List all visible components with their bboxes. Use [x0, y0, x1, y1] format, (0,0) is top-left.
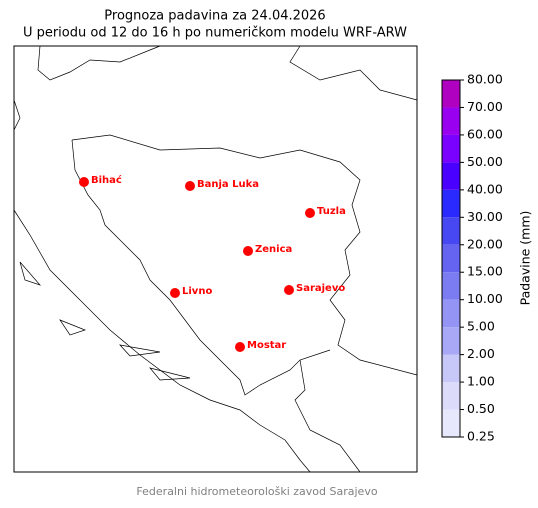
map [13, 45, 418, 473]
colorbar-segment [442, 244, 460, 273]
colorbar: 0.25 0.50 1.00 2.00 5.00 10.00 15.00 20.00 30.00… [441, 72, 503, 444]
colorbar-tick-label: 15.00 [467, 264, 503, 279]
colorbar-tick-label: 20.00 [467, 236, 503, 251]
colorbar-tick-label: 0.25 [467, 429, 495, 444]
city-marker [284, 285, 294, 295]
colorbar-tick-label: 40.00 [467, 181, 503, 196]
city-label: Banja Luka [197, 179, 259, 190]
city-marker [305, 208, 315, 218]
colorbar-segment [442, 107, 460, 135]
city-layer: Bihać Banja Luka Tuzla Zenica Livno Sarajevo M… [79, 174, 346, 352]
city-marker [235, 342, 245, 352]
city-label: Mostar [247, 340, 286, 351]
colorbar-segment [442, 299, 460, 328]
colorbar-segment [442, 272, 460, 300]
colorbar-segment [442, 217, 460, 245]
colorbar-tick-label: 2.00 [467, 346, 495, 361]
colorbar-tick-label: 80.00 [467, 72, 503, 87]
city-marker [243, 246, 253, 256]
city-label: Sarajevo [296, 283, 345, 294]
colorbar-tick-label: 30.00 [467, 209, 503, 224]
colorbar-tick-label: 0.50 [467, 401, 495, 416]
city-label: Livno [182, 286, 212, 297]
title: Prognoza padavina za 24.04.2026 [104, 9, 325, 24]
colorbar-tick-label: 10.00 [467, 291, 503, 306]
city-label: Bihać [91, 174, 122, 186]
colorbar-frame [441, 79, 461, 438]
colorbar-segment [442, 382, 460, 410]
colorbar-tick-label: 60.00 [467, 126, 503, 141]
colorbar-tick-label: 5.00 [467, 319, 495, 334]
colorbar-tick-label: 70.00 [467, 99, 503, 114]
colorbar-segment [442, 409, 460, 437]
city-marker [170, 288, 180, 298]
colorbar-segment [442, 134, 460, 163]
colorbar-segment [442, 327, 460, 355]
city-marker [79, 177, 89, 187]
colorbar-segment [442, 80, 460, 108]
city-marker [185, 181, 195, 191]
colorbar-segment [442, 162, 460, 190]
footer: Federalni hidrometeorološki zavod Saraje… [136, 485, 377, 498]
colorbar-tick-label: 1.00 [467, 374, 495, 389]
city-label: Zenica [255, 244, 292, 255]
colorbar-label: Padavine (mm) [518, 211, 533, 306]
colorbar-segment [442, 354, 460, 383]
subtitle: U periodu od 12 do 16 h po numeričkom mo… [23, 26, 407, 41]
city-label: Tuzla [317, 206, 346, 217]
colorbar-segment [442, 189, 460, 218]
colorbar-tick-label: 50.00 [467, 154, 503, 169]
